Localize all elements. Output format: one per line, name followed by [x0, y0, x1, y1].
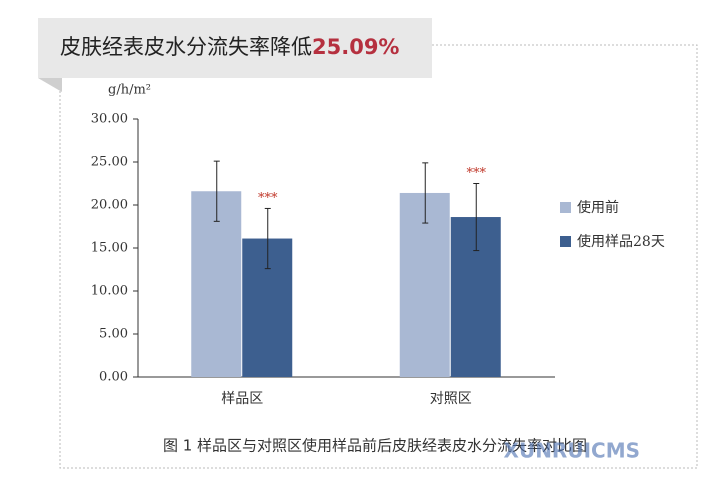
y-tick-label: 0.00 — [99, 370, 128, 385]
y-tick-label: 5.00 — [99, 327, 128, 342]
banner-text: 皮肤经表皮水分流失率降低 — [60, 35, 312, 59]
annotation: *** — [467, 166, 487, 181]
y-tick-label: 10.00 — [91, 284, 128, 299]
banner-highlight: 25.09% — [312, 35, 399, 59]
y-tick-label: 20.00 — [91, 198, 128, 213]
legend-swatch — [560, 236, 571, 247]
x-tick-label: 对照区 — [430, 391, 472, 407]
y-tick-label: 15.00 — [91, 241, 128, 256]
y-axis-label: g/h/m² — [108, 83, 151, 98]
x-tick-label: 样品区 — [221, 391, 263, 407]
legend-label: 使用前 — [577, 199, 619, 216]
legend-swatch — [560, 202, 571, 213]
watermark: XUNRUICMS — [504, 439, 640, 463]
y-tick-label: 25.00 — [91, 155, 128, 170]
banner-fold — [38, 78, 62, 92]
bar — [191, 191, 242, 377]
y-tick-label: 30.00 — [91, 112, 128, 127]
bar — [399, 192, 450, 377]
annotation: *** — [258, 191, 278, 206]
banner-box — [38, 18, 432, 78]
banner: 皮肤经表皮水分流失率降低25.09% — [60, 35, 399, 59]
caption: 图 1 样品区与对照区使用样品前后皮肤经表皮水分流失率对比图 — [163, 437, 587, 455]
legend-label: 使用样品28天 — [577, 233, 665, 250]
frame — [59, 44, 698, 469]
